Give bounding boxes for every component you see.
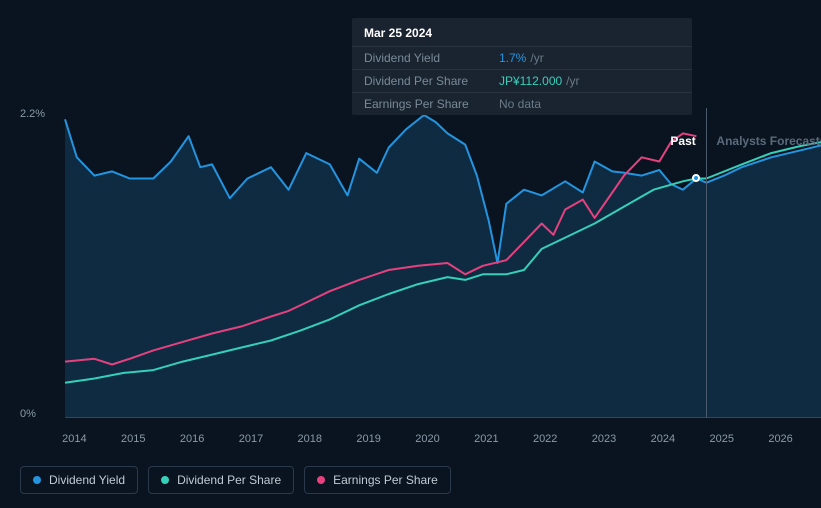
series-fill: [65, 115, 821, 418]
x-axis-tick-label: 2018: [298, 433, 322, 445]
tooltip-row-value: JP¥112.000: [499, 74, 562, 88]
tooltip-row: Earnings Per ShareNo data: [352, 92, 692, 115]
x-axis-tick-label: 2014: [62, 433, 86, 445]
legend-color-dot: [33, 476, 41, 484]
x-axis-tick-label: 2017: [239, 433, 263, 445]
tooltip-row: Dividend Yield1.7% /yr: [352, 46, 692, 69]
crosshair-marker: [692, 174, 700, 182]
legend-item[interactable]: Dividend Per Share: [148, 466, 294, 494]
chart-tooltip: Mar 25 2024 Dividend Yield1.7% /yrDivide…: [352, 18, 692, 115]
x-axis-tick-label: 2019: [356, 433, 380, 445]
x-axis-tick-label: 2026: [768, 433, 792, 445]
past-forecast-divider: [706, 108, 707, 418]
x-axis-tick-label: 2025: [709, 433, 733, 445]
chart-container: 2.2% 0% Past Analysts Forecasts: [20, 108, 810, 428]
x-axis-tick-label: 2016: [180, 433, 204, 445]
x-axis-tick-label: 2022: [533, 433, 557, 445]
x-axis-tick-label: 2023: [592, 433, 616, 445]
tooltip-row-value: No data: [499, 97, 541, 111]
chart-plot-area[interactable]: Past Analysts Forecasts: [65, 108, 821, 418]
past-region-label: Past: [670, 134, 695, 148]
tooltip-row-label: Earnings Per Share: [364, 97, 499, 111]
x-axis-tick-label: 2020: [415, 433, 439, 445]
y-axis-min-label: 0%: [20, 408, 36, 420]
legend-color-dot: [161, 476, 169, 484]
tooltip-row-unit: /yr: [566, 74, 579, 88]
legend-label: Dividend Per Share: [177, 473, 281, 487]
tooltip-date: Mar 25 2024: [352, 18, 692, 46]
tooltip-row-unit: /yr: [530, 51, 543, 65]
tooltip-row-value: 1.7%: [499, 51, 526, 65]
forecast-region-label: Analysts Forecasts: [716, 134, 821, 148]
x-axis-tick-label: 2015: [121, 433, 145, 445]
chart-legend: Dividend Yield Dividend Per Share Earnings…: [20, 466, 451, 494]
tooltip-row-label: Dividend Per Share: [364, 74, 499, 88]
x-axis-tick-label: 2021: [474, 433, 498, 445]
legend-item[interactable]: Dividend Yield: [20, 466, 138, 494]
tooltip-row: Dividend Per ShareJP¥112.000 /yr: [352, 69, 692, 92]
y-axis-max-label: 2.2%: [20, 108, 45, 120]
legend-label: Earnings Per Share: [333, 473, 438, 487]
legend-label: Dividend Yield: [49, 473, 125, 487]
legend-item[interactable]: Earnings Per Share: [304, 466, 451, 494]
x-axis-tick-label: 2024: [651, 433, 675, 445]
tooltip-row-label: Dividend Yield: [364, 51, 499, 65]
legend-color-dot: [317, 476, 325, 484]
chart-svg: [65, 108, 821, 418]
